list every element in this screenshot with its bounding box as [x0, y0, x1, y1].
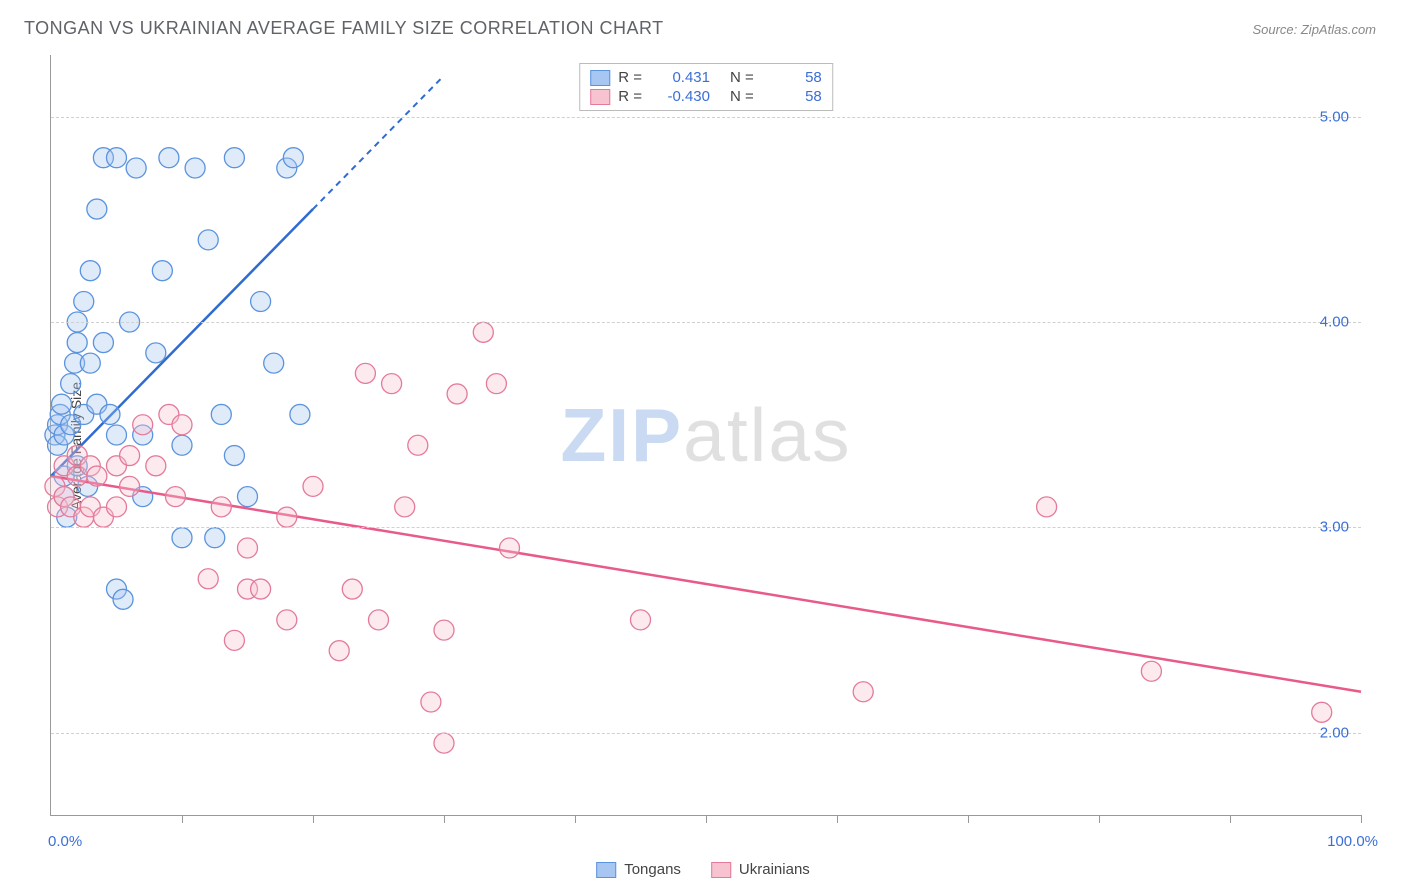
- data-point: [113, 589, 133, 609]
- data-point: [211, 497, 231, 517]
- chart-title: TONGAN VS UKRAINIAN AVERAGE FAMILY SIZE …: [24, 18, 664, 39]
- data-point: [165, 487, 185, 507]
- data-point: [172, 415, 192, 435]
- data-point: [408, 435, 428, 455]
- data-point: [120, 446, 140, 466]
- data-point: [211, 404, 231, 424]
- data-point: [107, 148, 127, 168]
- data-point: [500, 538, 520, 558]
- data-point: [251, 291, 271, 311]
- data-point: [1312, 702, 1332, 722]
- data-point: [224, 446, 244, 466]
- data-point: [631, 610, 651, 630]
- data-point: [853, 682, 873, 702]
- y-tick-label: 3.00: [1320, 519, 1349, 536]
- data-point: [159, 148, 179, 168]
- data-point: [303, 476, 323, 496]
- x-tick: [1230, 815, 1231, 823]
- data-point: [100, 404, 120, 424]
- trend-line-dashed: [313, 76, 444, 210]
- x-tick: [575, 815, 576, 823]
- data-point: [283, 148, 303, 168]
- plot-svg: [51, 55, 1361, 815]
- x-tick: [837, 815, 838, 823]
- data-point: [1037, 497, 1057, 517]
- data-point: [238, 487, 258, 507]
- data-point: [80, 353, 100, 373]
- data-point: [264, 353, 284, 373]
- data-point: [382, 374, 402, 394]
- data-point: [61, 374, 81, 394]
- y-tick-label: 4.00: [1320, 314, 1349, 331]
- data-point: [355, 363, 375, 383]
- data-point: [93, 333, 113, 353]
- data-point: [185, 158, 205, 178]
- legend-series-item-0: Tongans: [596, 861, 681, 878]
- y-tick-label: 2.00: [1320, 724, 1349, 741]
- x-tick: [444, 815, 445, 823]
- data-point: [146, 456, 166, 476]
- x-axis-min-label: 0.0%: [48, 833, 82, 850]
- gridline: [51, 527, 1361, 528]
- data-point: [329, 641, 349, 661]
- x-tick: [1099, 815, 1100, 823]
- data-point: [473, 322, 493, 342]
- data-point: [434, 620, 454, 640]
- data-point: [120, 476, 140, 496]
- x-tick: [706, 815, 707, 823]
- legend-series-swatch-0: [596, 862, 616, 878]
- x-axis-max-label: 100.0%: [1327, 833, 1378, 850]
- data-point: [172, 435, 192, 455]
- data-point: [133, 415, 153, 435]
- data-point: [51, 394, 71, 414]
- data-point: [434, 733, 454, 753]
- data-point: [107, 425, 127, 445]
- data-point: [290, 404, 310, 424]
- data-point: [224, 630, 244, 650]
- data-point: [486, 374, 506, 394]
- data-point: [74, 291, 94, 311]
- data-point: [198, 230, 218, 250]
- data-point: [238, 538, 258, 558]
- gridline: [51, 733, 1361, 734]
- data-point: [126, 158, 146, 178]
- data-point: [152, 261, 172, 281]
- source-label: Source: ZipAtlas.com: [1252, 22, 1376, 37]
- data-point: [369, 610, 389, 630]
- x-tick: [1361, 815, 1362, 823]
- data-point: [80, 261, 100, 281]
- legend-series-item-1: Ukrainians: [711, 861, 810, 878]
- data-point: [1141, 661, 1161, 681]
- y-tick-label: 5.00: [1320, 108, 1349, 125]
- data-point: [172, 528, 192, 548]
- x-tick: [313, 815, 314, 823]
- x-tick: [182, 815, 183, 823]
- x-tick: [968, 815, 969, 823]
- data-point: [251, 579, 271, 599]
- data-point: [146, 343, 166, 363]
- data-point: [224, 148, 244, 168]
- data-point: [87, 199, 107, 219]
- data-point: [342, 579, 362, 599]
- data-point: [395, 497, 415, 517]
- data-point: [277, 507, 297, 527]
- data-point: [67, 333, 87, 353]
- legend-series-swatch-1: [711, 862, 731, 878]
- data-point: [421, 692, 441, 712]
- gridline: [51, 322, 1361, 323]
- data-point: [198, 569, 218, 589]
- data-point: [447, 384, 467, 404]
- data-point: [277, 610, 297, 630]
- data-point: [107, 497, 127, 517]
- gridline: [51, 117, 1361, 118]
- data-point: [205, 528, 225, 548]
- data-point: [87, 466, 107, 486]
- legend-series-label-1: Ukrainians: [739, 861, 810, 878]
- plot-area: ZIPatlas R = 0.431 N = 58 R = -0.430 N =…: [50, 55, 1361, 816]
- legend-series: Tongans Ukrainians: [596, 861, 810, 878]
- legend-series-label-0: Tongans: [624, 861, 681, 878]
